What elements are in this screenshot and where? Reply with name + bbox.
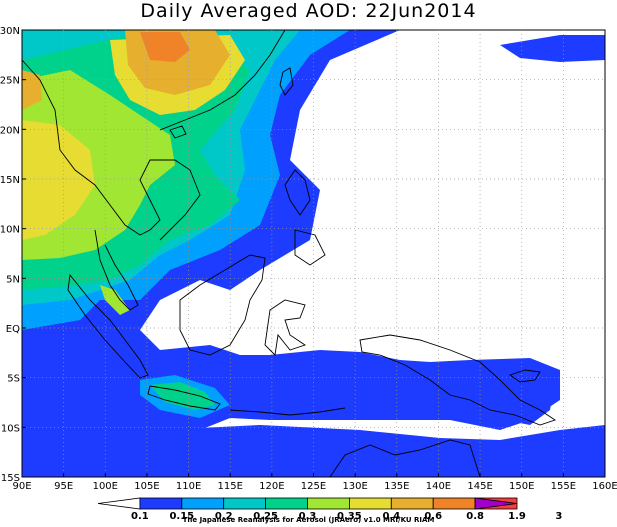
- coastline-china: [159, 30, 286, 131]
- colorbar-label: 0.3: [299, 511, 317, 522]
- coastline-malaya: [94, 229, 139, 311]
- colorbar-label: 1.9: [508, 511, 526, 522]
- lon-tick-label: 135E: [384, 481, 409, 492]
- aod-region-high-sumatra: [100, 285, 130, 315]
- colorbar-swatch: [307, 497, 350, 510]
- axis-ticks: 90E 95E 100E 105E 110E 115E 120E 125E 130E 135E 14…: [0, 26, 617, 492]
- colorbar-swatch: [139, 497, 183, 510]
- lat-tick-label: 30N: [0, 26, 20, 37]
- map-title: Daily Averaged AOD: 22Jun2014: [140, 0, 477, 22]
- coastline-java: [147, 385, 221, 411]
- colorbar-label: 0.35: [337, 511, 362, 522]
- colorbar-swatch: [223, 497, 266, 510]
- colorbar-label: 3: [555, 511, 562, 522]
- colorbar-swatch: [474, 497, 518, 510]
- credit-line: The Japanese Reanalysis for Aerosol (JRA…: [182, 516, 435, 524]
- colorbar-label: 0.25: [253, 511, 278, 522]
- coastline-taiwan: [279, 67, 294, 96]
- graticule: [22, 30, 605, 477]
- lat-tick-label: 10N: [0, 225, 20, 236]
- aod-region-higher: [22, 120, 95, 240]
- lon-tick-label: 150E: [509, 481, 534, 492]
- colorbar-label: 0.2: [215, 511, 233, 522]
- colorbar-swatch: [97, 497, 141, 510]
- coastline-borneo: [179, 254, 266, 356]
- lat-tick-label: 15S: [1, 473, 20, 484]
- colorbar-swatch: [348, 497, 392, 510]
- aod-region-low-north: [500, 35, 605, 62]
- lat-tick-label: 20N: [0, 125, 20, 136]
- coastline-australia: [329, 439, 481, 477]
- lon-tick-label: 120E: [259, 481, 284, 492]
- coastline-new-guinea: [359, 334, 557, 426]
- coastline-lesser-sunda: [229, 407, 346, 416]
- coastline-hainan: [169, 125, 187, 139]
- aod-region-extreme: [140, 32, 190, 62]
- colorbar-label: 0.15: [169, 511, 194, 522]
- colorbar-swatch: [390, 497, 434, 510]
- lat-tick-label: 10S: [1, 423, 20, 434]
- colorbar-swatch: [265, 497, 308, 510]
- coastline-sumatra: [67, 273, 149, 379]
- colorbar-label: 0.4: [382, 511, 400, 522]
- lon-tick-label: 145E: [467, 481, 492, 492]
- lat-tick-label: 5N: [6, 274, 20, 285]
- lon-tick-label: 140E: [426, 481, 451, 492]
- aod-region-low-south: [60, 425, 605, 477]
- lat-tick-label: 15N: [0, 175, 20, 186]
- aod-region-low-east: [460, 362, 555, 425]
- colorbar: 0.1 0.15 0.2 0.25 0.3 0.35 0.4 0.6 0.8 1.9 3: [97, 497, 562, 522]
- lon-tick-label: 130E: [342, 481, 367, 492]
- coastline-indochina: [22, 59, 201, 241]
- coastline-new-britain: [509, 369, 541, 383]
- lon-tick-label: 160E: [592, 481, 617, 492]
- colorbar-label: 0.8: [466, 511, 484, 522]
- aod-field: [22, 30, 605, 477]
- lat-tick-label: 5S: [7, 374, 20, 385]
- lat-tick-label: EQ: [6, 324, 20, 335]
- lon-tick-label: 115E: [218, 481, 243, 492]
- lon-tick-label: 90E: [12, 481, 31, 492]
- colorbar-label: 0.6: [424, 511, 442, 522]
- coastline-sulawesi: [264, 299, 307, 356]
- colorbar-label: 0.1: [131, 511, 149, 522]
- lon-tick-label: 100E: [93, 481, 118, 492]
- lat-tick-label: 25N: [0, 76, 20, 87]
- colorbar-swatch: [432, 497, 476, 510]
- lon-tick-label: 125E: [301, 481, 326, 492]
- coastlines: [22, 30, 557, 477]
- lon-tick-label: 105E: [134, 481, 159, 492]
- lon-tick-label: 95E: [54, 481, 73, 492]
- lon-tick-label: 110E: [176, 481, 201, 492]
- colorbar-swatch: [181, 497, 225, 510]
- coastline-philippines: [284, 169, 326, 266]
- lon-tick-label: 155E: [551, 481, 576, 492]
